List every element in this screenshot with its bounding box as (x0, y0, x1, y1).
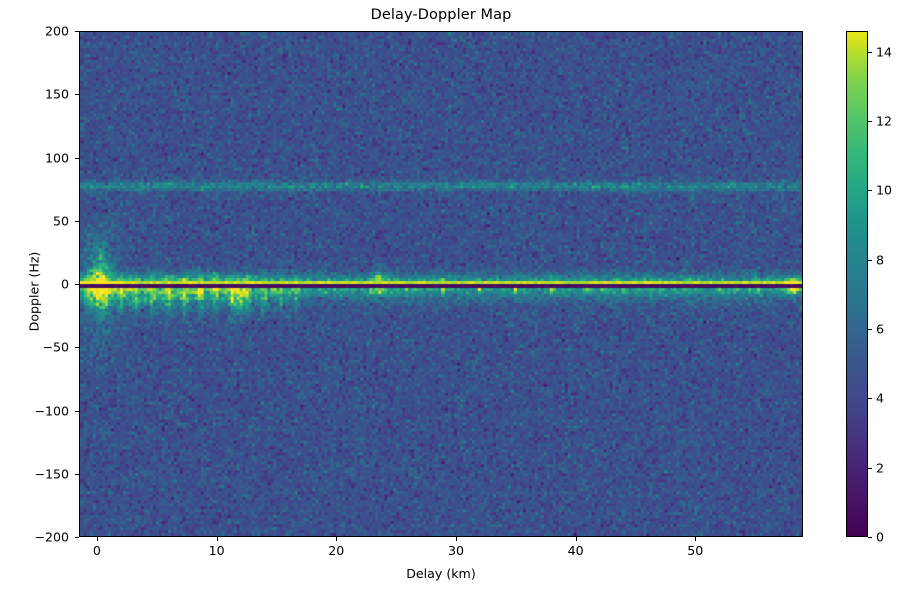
colorbar[interactable] (846, 31, 868, 537)
colorbar-tick-mark (868, 467, 872, 469)
x-tick-mark (695, 537, 697, 541)
colorbar-tick-mark (868, 259, 872, 261)
x-tick-label: 0 (92, 543, 101, 558)
x-tick-mark (336, 537, 338, 541)
y-tick-label: 200 (44, 23, 69, 39)
y-tick-mark (75, 473, 79, 475)
colorbar-tick-label: 0 (876, 529, 885, 545)
y-tick-mark (75, 94, 79, 96)
colorbar-tick-mark (868, 329, 872, 331)
x-tick-mark (96, 537, 98, 541)
chart-title: Delay-Doppler Map (370, 7, 512, 23)
colorbar-tick-mark (868, 398, 872, 400)
colorbar-tick-label: 8 (876, 252, 885, 268)
y-tick-label: −200 (34, 529, 69, 545)
y-tick-label: −150 (34, 466, 69, 482)
colorbar-tick-label: 4 (876, 390, 885, 406)
y-axis-label: Doppler (Hz) (26, 251, 42, 332)
y-tick-mark (75, 410, 79, 412)
y-tick-mark (75, 537, 79, 538)
y-tick-label: 0 (60, 276, 69, 292)
x-tick-mark (455, 537, 457, 541)
colorbar-tick-mark (868, 121, 872, 123)
x-tick-mark (216, 537, 218, 541)
colorbar-tick-label: 10 (876, 182, 893, 198)
x-tick-label: 50 (687, 543, 704, 558)
colorbar-tick-label: 2 (876, 460, 885, 476)
y-tick-label: 100 (44, 150, 69, 165)
x-tick-label: 30 (447, 543, 464, 558)
y-tick-mark (75, 284, 79, 285)
colorbar-tick-label: 14 (876, 44, 893, 60)
y-tick-mark (75, 31, 79, 32)
y-tick-mark (75, 157, 79, 159)
colorbar-tick-mark (868, 190, 872, 192)
y-tick-label: −50 (42, 339, 69, 355)
colorbar-tick-label: 6 (876, 321, 885, 337)
colorbar-tick-mark (868, 537, 872, 538)
y-tick-mark (75, 220, 79, 222)
y-tick-label: 50 (52, 213, 69, 229)
x-tick-label: 40 (567, 543, 584, 558)
x-axis-label: Delay (km) (406, 566, 476, 581)
y-tick-label: 150 (44, 86, 69, 102)
x-tick-mark (575, 537, 577, 541)
heatmap-image (80, 32, 802, 536)
y-tick-label: −100 (34, 403, 69, 418)
colorbar-tick-mark (868, 51, 872, 53)
x-tick-label: 20 (328, 543, 345, 558)
x-tick-label: 10 (208, 543, 225, 558)
y-tick-mark (75, 347, 79, 349)
delay-doppler-heatmap-axes[interactable] (79, 31, 803, 537)
colorbar-tick-label: 12 (876, 113, 893, 129)
